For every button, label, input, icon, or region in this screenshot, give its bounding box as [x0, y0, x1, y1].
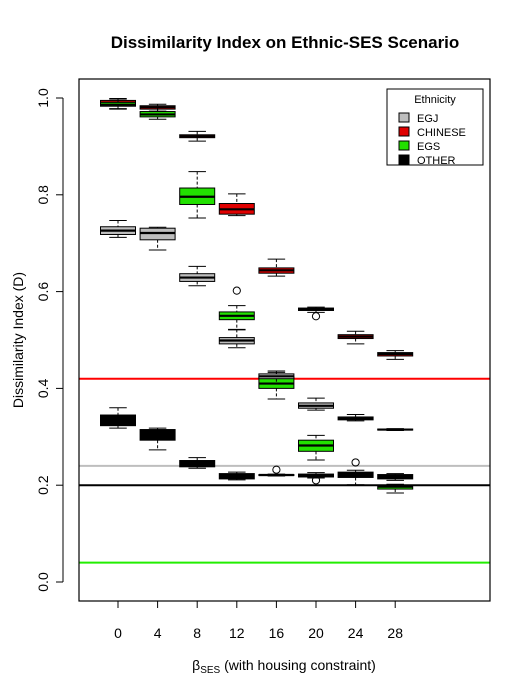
- y-tick-label: 0.4: [35, 378, 51, 398]
- y-tick-label: 0.2: [35, 475, 51, 495]
- box-egs-8: [180, 172, 215, 218]
- outlier-point: [273, 466, 280, 473]
- box-egs-28: [378, 484, 413, 493]
- box-egs-12: [219, 306, 254, 330]
- legend-label-other: OTHER: [417, 155, 456, 167]
- legend-swatch-chinese: [399, 127, 409, 136]
- legend-swatch-egj: [399, 113, 409, 122]
- box-other-8: [180, 458, 215, 469]
- box-other-4: [140, 428, 175, 450]
- y-tick-label: 0.8: [35, 185, 51, 205]
- x-axis: 0 4 8 12 16 20 24 28: [114, 601, 403, 641]
- box-chinese-8: [180, 131, 215, 141]
- x-tick-label: 20: [308, 625, 324, 641]
- x-tick-label: 4: [154, 625, 162, 641]
- chart-title: Dissimilarity Index on Ethnic-SES Scenar…: [111, 33, 460, 52]
- box-chinese-12: [219, 194, 254, 216]
- box-egj-4: [140, 227, 175, 250]
- box-other-16: [259, 466, 294, 476]
- y-tick-label: 0.6: [35, 282, 51, 302]
- x-tick-label: 8: [193, 625, 201, 641]
- box-other-28: [378, 474, 413, 481]
- box-other-0: [101, 408, 136, 428]
- box-egs-20: [299, 435, 334, 460]
- y-axis: 0.0 0.2 0.4 0.6 0.8 1.0: [35, 88, 63, 592]
- box-other-12: [219, 472, 254, 480]
- y-tick-label: 0.0: [35, 572, 51, 592]
- x-axis-label-symbol: β: [192, 657, 200, 673]
- box-egj-24: [338, 415, 373, 421]
- y-tick-label: 1.0: [35, 88, 51, 108]
- boxes: [101, 98, 413, 492]
- box-egj-0: [101, 220, 136, 237]
- x-tick-label: 0: [114, 625, 122, 641]
- x-tick-label: 28: [387, 625, 403, 641]
- box-chinese-16: [259, 259, 294, 276]
- outlier-point: [233, 287, 240, 294]
- x-tick-label: 16: [269, 625, 285, 641]
- x-axis-label: βSES (with housing constraint): [192, 657, 376, 676]
- x-tick-label: 24: [348, 625, 364, 641]
- x-axis-label-subscript: SES: [200, 665, 220, 676]
- legend-swatch-other: [399, 155, 409, 164]
- box-other-20: [299, 473, 334, 484]
- box-chinese-20: [299, 307, 334, 312]
- legend-swatch-egs: [399, 141, 409, 150]
- outlier-point: [312, 313, 319, 320]
- legend: Ethnicity EGJ CHINESE EGS OTHER: [387, 89, 483, 167]
- legend-label-egj: EGJ: [417, 113, 438, 125]
- box-egj-28: [378, 429, 413, 431]
- reference-lines: [79, 379, 490, 563]
- legend-label-egs: EGS: [417, 141, 440, 153]
- box-other-24: [338, 459, 373, 485]
- x-tick-label: 12: [229, 625, 245, 641]
- box-chinese-28: [378, 351, 413, 360]
- legend-title: Ethnicity: [414, 94, 456, 106]
- box-egj-8: [180, 266, 215, 285]
- y-axis-label: Dissimilarity Index (D): [10, 272, 26, 408]
- legend-label-chinese: CHINESE: [417, 127, 466, 139]
- box-chinese-24: [338, 331, 373, 344]
- box-egj-20: [299, 313, 334, 410]
- x-axis-label-rest: (with housing constraint): [220, 657, 376, 673]
